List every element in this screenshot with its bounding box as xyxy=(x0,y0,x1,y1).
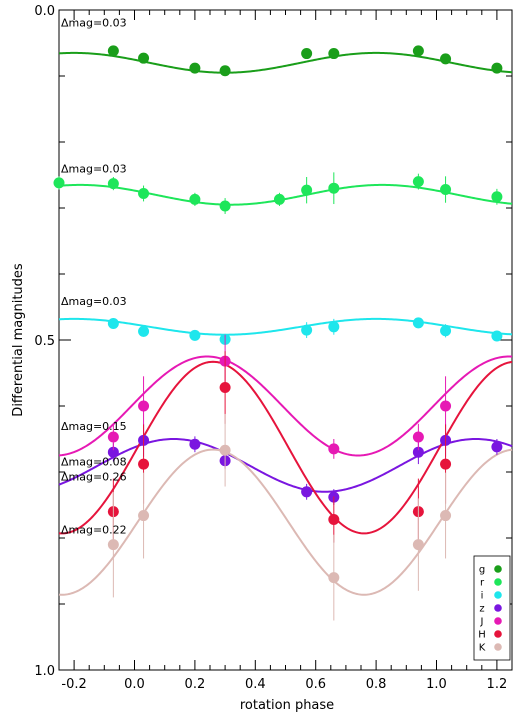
model-curve-r xyxy=(58,183,513,206)
data-point-i xyxy=(412,317,424,329)
data-point-K xyxy=(412,539,424,551)
legend-marker-r xyxy=(494,578,502,586)
data-points xyxy=(53,45,503,621)
amplitude-label-i: Δmag=0.03 xyxy=(61,295,127,308)
data-point-z xyxy=(412,446,424,458)
data-point-K xyxy=(328,572,340,584)
amplitude-label-K: Δmag=0.22 xyxy=(61,523,127,536)
plot-frame xyxy=(58,9,513,671)
x-tick-label: 1.0 xyxy=(426,677,447,692)
data-point-z xyxy=(491,441,503,453)
x-tick-label: 0.8 xyxy=(366,677,387,692)
data-point-i xyxy=(138,325,150,337)
data-point-K xyxy=(219,444,231,456)
data-point-g xyxy=(301,48,313,60)
data-point-r xyxy=(273,193,285,205)
data-point-K xyxy=(138,510,150,522)
legend-label-g: g xyxy=(479,565,485,576)
data-point-i xyxy=(328,321,340,333)
x-tick-label: 1.2 xyxy=(487,677,508,692)
data-point-K xyxy=(107,539,119,551)
data-point-g xyxy=(107,45,119,57)
x-tick-label: -0.2 xyxy=(61,677,86,692)
legend-marker-K xyxy=(494,643,502,651)
model-curve-H xyxy=(58,360,513,535)
legend-label-r: r xyxy=(480,578,485,589)
data-point-r xyxy=(412,176,424,188)
legend-marker-g xyxy=(494,565,502,573)
legend-label-z: z xyxy=(479,604,484,615)
data-point-i xyxy=(440,325,452,337)
data-point-H xyxy=(328,514,340,526)
data-point-H xyxy=(219,382,231,394)
data-point-z xyxy=(107,446,119,458)
data-point-g xyxy=(328,48,340,60)
legend-label-H: H xyxy=(478,630,486,641)
data-point-J xyxy=(440,400,452,412)
legend-marker-i xyxy=(494,591,502,599)
model-curve-K xyxy=(58,448,513,596)
data-point-g xyxy=(138,52,150,64)
legend-marker-z xyxy=(494,604,502,612)
data-point-g xyxy=(189,62,201,74)
x-tick-label: 0.4 xyxy=(245,677,266,692)
legend-marker-J xyxy=(494,617,502,625)
model-curve-J xyxy=(58,355,513,457)
amplitude-label-H: Δmag=0.26 xyxy=(61,471,127,484)
legend-box xyxy=(473,555,511,661)
data-point-z xyxy=(189,438,201,450)
x-tick-label: 0.6 xyxy=(305,677,326,692)
data-point-g xyxy=(440,53,452,65)
data-point-r xyxy=(53,177,65,189)
amplitude-label-g: Δmag=0.03 xyxy=(61,17,127,30)
amplitude-label-r: Δmag=0.03 xyxy=(61,162,127,175)
x-tick-label: 0.2 xyxy=(185,677,206,692)
data-point-r xyxy=(189,193,201,205)
y-axis-title: Differential magnitudes xyxy=(11,263,26,417)
model-curve-g xyxy=(58,51,513,74)
data-point-g xyxy=(412,45,424,57)
data-point-J xyxy=(328,443,340,455)
legend-marker-H xyxy=(494,630,502,638)
model-curves xyxy=(58,51,513,596)
amplitude-label-J: Δmag=0.15 xyxy=(61,420,127,433)
data-point-r xyxy=(219,200,231,212)
data-point-z xyxy=(301,486,313,498)
legend-label-J: J xyxy=(480,617,484,628)
data-point-r xyxy=(440,184,452,196)
y-tick-label: 0.0 xyxy=(34,4,55,19)
model-curve-i xyxy=(58,317,513,336)
data-point-K xyxy=(440,510,452,522)
y-tick-label: 1.0 xyxy=(34,664,55,679)
y-tick-label: 0.5 xyxy=(34,334,55,349)
data-point-r xyxy=(107,178,119,190)
data-point-H xyxy=(138,458,150,470)
legend-label-K: K xyxy=(479,643,486,654)
x-axis-title: rotation phase xyxy=(240,698,334,713)
data-point-g xyxy=(219,65,231,77)
data-point-i xyxy=(189,329,201,341)
data-point-g xyxy=(491,62,503,74)
amplitude-label-z: Δmag=0.08 xyxy=(61,455,127,468)
data-point-H xyxy=(440,458,452,470)
data-point-i xyxy=(491,330,503,342)
model-curve-z xyxy=(58,437,513,493)
data-point-r xyxy=(491,191,503,203)
x-tick-label: 0.0 xyxy=(124,677,145,692)
data-point-J xyxy=(412,431,424,443)
data-point-r xyxy=(301,184,313,196)
data-point-J xyxy=(107,431,119,443)
legend-label-i: i xyxy=(481,591,484,602)
data-point-J xyxy=(138,400,150,412)
data-point-r xyxy=(138,187,150,199)
amplitude-labels: Δmag=0.03 Δmag=0.03 Δmag=0.03 Δmag=0.08 Δmag… xyxy=(61,17,127,537)
data-point-i xyxy=(301,324,313,336)
data-point-i xyxy=(107,318,119,329)
axes: -0.2 0.0 0.2 0.4 0.6 0.8 1.0 1.2 0.0 0.5 1.0 xyxy=(34,4,513,692)
data-point-r xyxy=(328,182,340,194)
